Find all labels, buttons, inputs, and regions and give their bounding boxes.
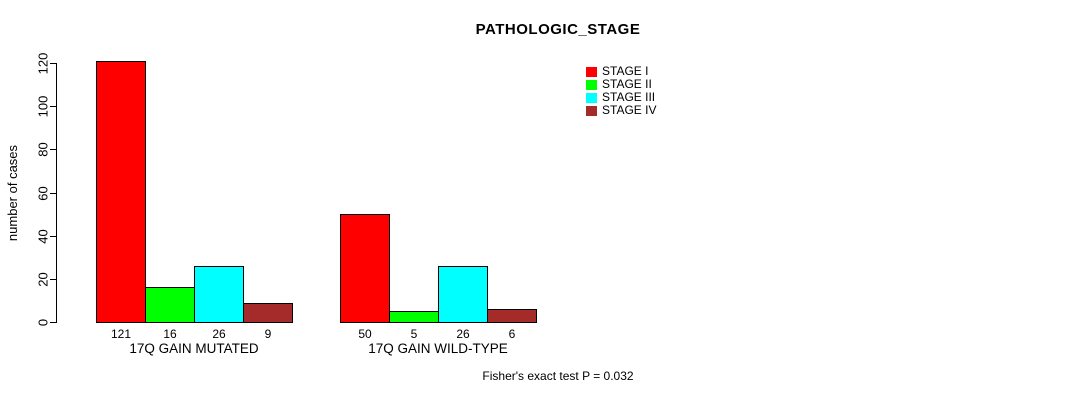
legend-item-stage-i: STAGE I	[586, 65, 656, 78]
bar-stage-iii	[194, 266, 244, 323]
bar-stage-i	[96, 61, 146, 323]
legend-swatch	[586, 66, 597, 77]
group-label-17q-gain-mutated: 17Q GAIN MUTATED	[129, 341, 259, 356]
legend: STAGE I STAGE II STAGE III STAGE IV	[586, 65, 656, 117]
bar-stage-iv	[487, 309, 537, 323]
y-tick	[50, 322, 56, 323]
legend-label: STAGE II	[602, 77, 652, 91]
bar-stage-i	[340, 214, 390, 323]
legend-label: STAGE III	[602, 90, 656, 104]
y-tick-label: 60	[35, 186, 51, 201]
y-tick	[50, 149, 56, 150]
bar-value-label: 121	[110, 327, 132, 341]
stat-annotation: Fisher's exact test P = 0.032	[482, 369, 634, 383]
legend-label: STAGE IV	[602, 103, 657, 117]
y-tick	[50, 193, 56, 194]
y-axis-label: number of cases	[5, 144, 20, 242]
y-tick	[50, 279, 56, 280]
legend-item-stage-ii: STAGE II	[586, 78, 656, 91]
legend-item-stage-iv: STAGE IV	[586, 104, 656, 117]
group-label-17q-gain-wild-type: 17Q GAIN WILD-TYPE	[368, 341, 508, 356]
bar-value-label: 6	[508, 327, 516, 341]
bar-stage-ii	[145, 287, 195, 323]
y-tick-label: 20	[35, 272, 51, 287]
y-tick-label: 0	[35, 318, 51, 327]
legend-swatch	[586, 79, 597, 90]
legend-item-stage-iii: STAGE III	[586, 91, 656, 104]
bar-stage-iv	[243, 303, 293, 323]
chart-title: PATHOLOGIC_STAGE	[475, 21, 641, 38]
legend-label: STAGE I	[602, 64, 649, 78]
y-tick	[50, 236, 56, 237]
bar-value-label: 16	[163, 327, 177, 341]
y-axis	[56, 63, 57, 323]
legend-swatch	[586, 105, 597, 116]
y-tick	[50, 63, 56, 64]
bar-value-label: 26	[212, 327, 226, 341]
y-tick-label: 120	[35, 52, 51, 75]
bar-value-label: 9	[264, 327, 272, 341]
y-tick-label: 80	[35, 142, 51, 157]
bar-value-label: 50	[358, 327, 372, 341]
bar-stage-ii	[389, 311, 439, 323]
y-tick-label: 100	[35, 95, 51, 118]
y-tick-label: 40	[35, 229, 51, 244]
bar-stage-iii	[438, 266, 488, 323]
bar-value-label: 26	[456, 327, 470, 341]
bar-value-label: 5	[410, 327, 418, 341]
legend-swatch	[586, 92, 597, 103]
y-tick	[50, 106, 56, 107]
